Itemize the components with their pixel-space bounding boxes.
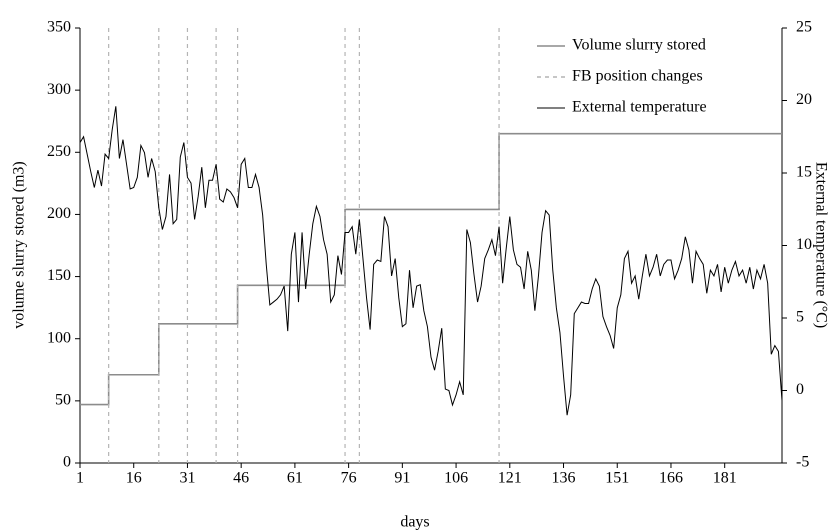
x-tick-label: 76 [341, 470, 357, 487]
x-tick-label: 1 [76, 470, 84, 487]
y-tick-label: 100 [47, 329, 71, 346]
y-tick-label: 300 [47, 81, 71, 98]
x-tick-label: 181 [713, 470, 737, 487]
y-tick-label: 350 [47, 19, 71, 36]
legend-label: Volume slurry stored [572, 37, 706, 54]
y2-tick-label: 10 [796, 236, 812, 253]
x-tick-label: 61 [287, 470, 303, 487]
series-line [79, 106, 783, 416]
x-tick-label: 121 [498, 470, 522, 487]
y-tick-label: 0 [63, 454, 71, 471]
y2-tick-label: 15 [796, 164, 812, 181]
y-tick-label: 50 [55, 392, 71, 409]
x-tick-label: 31 [179, 470, 195, 487]
y-axis-label: volume slurry stored (m3) [11, 161, 28, 329]
x-tick-label: 91 [394, 470, 410, 487]
y-tick-label: 250 [47, 143, 71, 160]
y2-tick-label: 20 [796, 91, 812, 108]
y2-axis-label: External temperature (°C) [812, 162, 829, 328]
x-tick-label: 151 [605, 470, 629, 487]
y2-tick-label: 0 [796, 381, 804, 398]
legend-label: FB position changes [572, 68, 703, 85]
y-tick-label: 150 [47, 267, 71, 284]
y2-tick-label: 5 [796, 309, 804, 326]
x-tick-label: 136 [552, 470, 576, 487]
y-tick-label: 200 [47, 205, 71, 222]
x-tick-label: 106 [444, 470, 468, 487]
y2-tick-label: -5 [796, 454, 809, 471]
x-axis-label: days [400, 514, 429, 531]
series-line [80, 132, 782, 406]
x-tick-label: 16 [126, 470, 142, 487]
x-tick-label: 46 [233, 470, 249, 487]
legend-label: External temperature [572, 99, 707, 116]
y2-tick-label: 25 [796, 19, 812, 36]
x-tick-label: 166 [659, 470, 683, 487]
